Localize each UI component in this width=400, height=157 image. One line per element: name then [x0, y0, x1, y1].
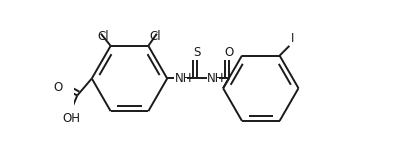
- Text: OH: OH: [62, 112, 80, 125]
- Text: Cl: Cl: [98, 30, 110, 43]
- Text: I: I: [290, 32, 294, 45]
- Text: S: S: [193, 46, 200, 59]
- Text: NH: NH: [207, 72, 224, 85]
- Text: O: O: [53, 81, 63, 94]
- Text: O: O: [224, 46, 234, 59]
- Text: Cl: Cl: [150, 30, 161, 43]
- Text: NH: NH: [175, 72, 192, 85]
